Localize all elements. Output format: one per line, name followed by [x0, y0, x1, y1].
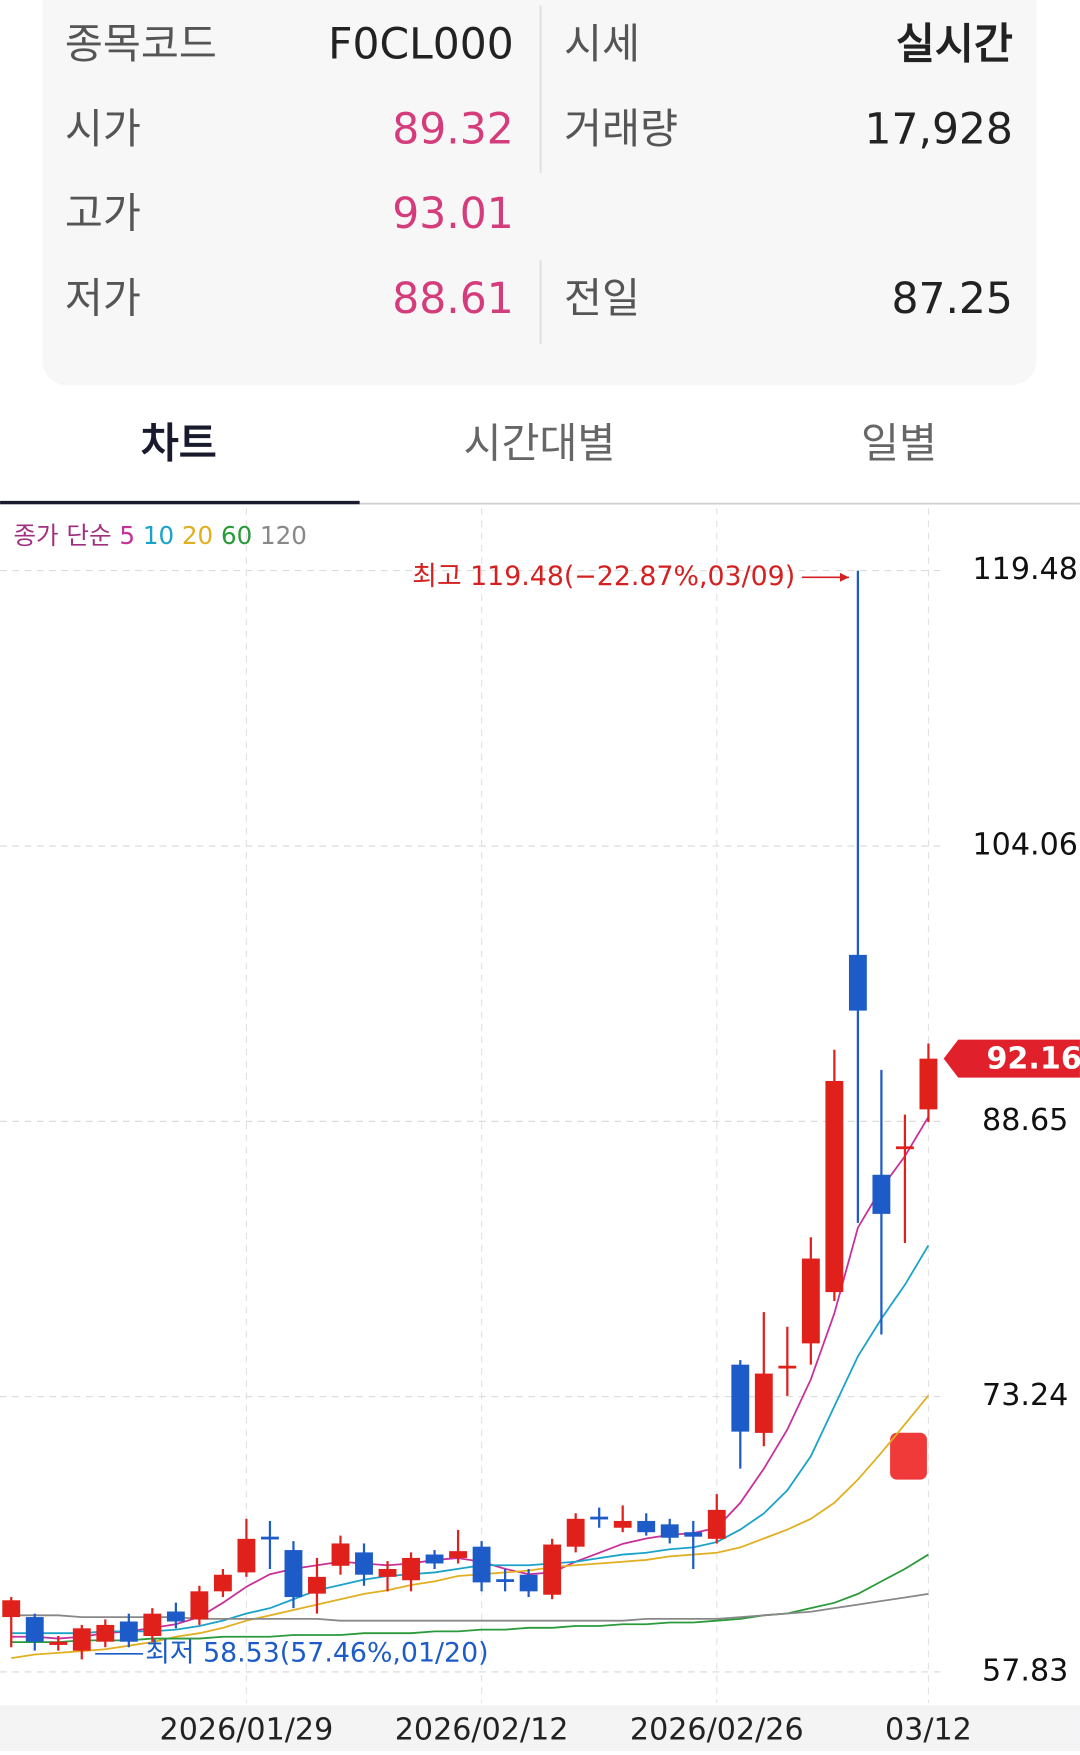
candle-body — [425, 1554, 444, 1564]
candle-body — [284, 1550, 303, 1598]
candle-body — [496, 1579, 515, 1582]
candle-body — [825, 1080, 844, 1293]
info-label: 시세 — [564, 20, 640, 68]
y-tick-label: 104.06 — [972, 828, 1077, 863]
price-tag-label: 92.16 — [986, 1041, 1080, 1076]
candle-body — [2, 1600, 21, 1618]
y-tick-label: 88.65 — [982, 1103, 1068, 1138]
ma-line — [11, 1592, 929, 1622]
legend-entry: 10 — [143, 521, 174, 550]
candle-body — [213, 1574, 232, 1592]
ma-line — [11, 1245, 930, 1635]
x-tick-label: 03/12 — [885, 1712, 972, 1747]
info-label: 고가 — [65, 190, 141, 238]
candle-body — [590, 1516, 609, 1520]
candle-body — [308, 1576, 326, 1594]
candle-body — [96, 1624, 115, 1642]
candle-body — [684, 1532, 703, 1537]
x-tick-label: 2026/02/26 — [630, 1712, 804, 1747]
y-tick-label: 119.48 — [972, 552, 1077, 587]
info-card — [42, 0, 1037, 386]
info-value: 87.25 — [891, 275, 1012, 324]
candle-body — [707, 1509, 726, 1539]
legend-entry: 5 — [119, 521, 135, 550]
candle-body — [543, 1544, 562, 1595]
candle-body — [261, 1536, 279, 1540]
arrow-head — [840, 572, 849, 582]
ma-line — [11, 1116, 930, 1640]
info-label: 거래량 — [564, 105, 678, 153]
info-value: 88.61 — [392, 275, 513, 324]
info-value: F0CL000 — [328, 20, 514, 69]
y-tick-label: 57.83 — [982, 1653, 1068, 1688]
x-axis-band — [0, 1705, 1080, 1751]
tab[interactable]: 시간대별 — [463, 420, 615, 468]
info-label: 종목코드 — [65, 20, 217, 68]
candle-body — [778, 1365, 797, 1369]
candle-body — [25, 1617, 44, 1642]
candle-body — [119, 1621, 138, 1642]
candle-body — [190, 1591, 209, 1620]
candle-body — [919, 1058, 938, 1110]
candle-body — [355, 1552, 373, 1575]
x-tick-label: 2026/01/29 — [160, 1712, 334, 1747]
candle-body — [472, 1546, 491, 1583]
min-annotation: 최저 58.53(57.46%,01/20) — [145, 1637, 488, 1668]
candle-body — [566, 1518, 585, 1547]
info-value: 93.01 — [392, 190, 513, 239]
candle-body — [895, 1146, 914, 1150]
x-tick-label: 2026/02/12 — [395, 1712, 569, 1747]
price-tag — [943, 1039, 1080, 1078]
candle-body — [166, 1611, 185, 1622]
info-value: 실시간 — [896, 20, 1013, 69]
candle-body — [872, 1174, 891, 1214]
candle-body — [143, 1613, 162, 1636]
candle-body — [754, 1373, 773, 1433]
candle-body — [72, 1628, 91, 1651]
legend-entry: 120 — [260, 521, 307, 550]
tab[interactable]: 일별 — [861, 420, 937, 468]
legend-entry: 60 — [221, 521, 252, 550]
candle-body — [378, 1569, 397, 1577]
info-label: 저가 — [65, 275, 141, 323]
info-value: 17,928 — [864, 105, 1012, 154]
candle-body — [637, 1520, 656, 1533]
candle-body — [731, 1364, 750, 1432]
info-label: 시가 — [65, 105, 141, 153]
y-tick-label: 73.24 — [982, 1378, 1068, 1413]
candle-body — [519, 1574, 538, 1592]
legend-title: 종가 단순 — [13, 521, 111, 550]
legend-entry: 20 — [182, 521, 213, 550]
max-annotation: 최고 119.48(−22.87%,03/09) — [412, 561, 795, 592]
candle-body — [402, 1557, 420, 1581]
candle-body — [331, 1543, 350, 1566]
candle-body — [449, 1551, 468, 1558]
candle-body — [237, 1538, 256, 1573]
candle-body — [848, 954, 867, 1011]
info-label: 전일 — [564, 275, 640, 323]
candle-body — [49, 1641, 68, 1645]
candle-body — [660, 1524, 679, 1538]
candle-body — [613, 1520, 632, 1528]
indicator-badge — [890, 1432, 927, 1480]
candle-body — [801, 1258, 820, 1344]
legend: 종가 단순 5 10 20 60 120 — [13, 521, 306, 550]
tab[interactable]: 차트 — [141, 420, 217, 468]
info-value: 89.32 — [392, 105, 513, 154]
